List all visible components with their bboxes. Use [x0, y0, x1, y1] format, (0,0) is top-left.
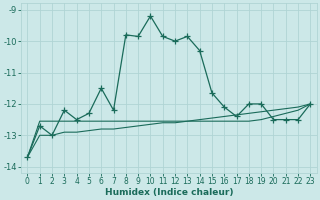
X-axis label: Humidex (Indice chaleur): Humidex (Indice chaleur) [105, 188, 233, 197]
